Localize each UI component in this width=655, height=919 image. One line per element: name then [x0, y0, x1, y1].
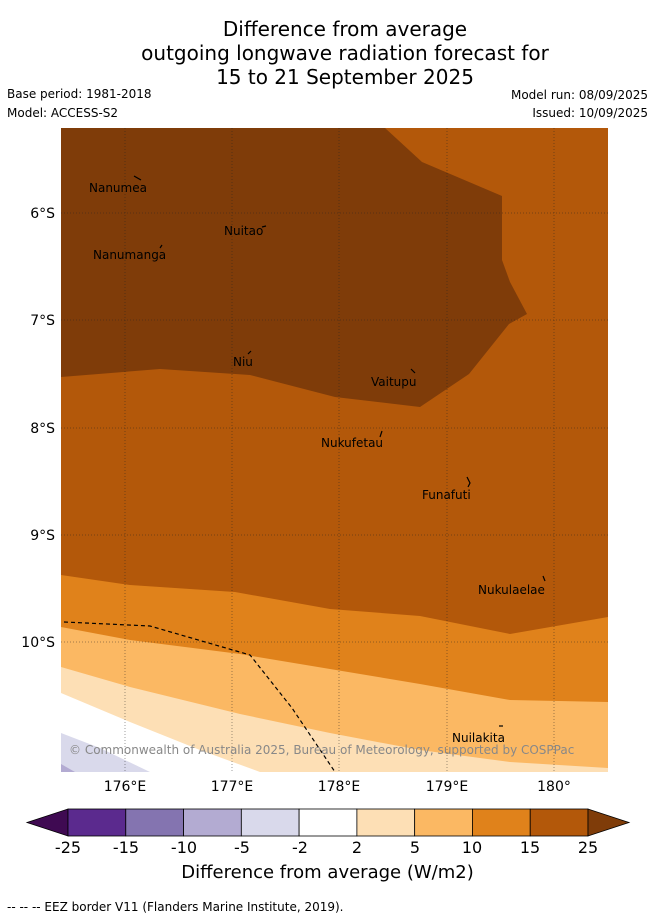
title-line-1: Difference from average [222, 17, 468, 41]
lat-label: 10°S [21, 635, 55, 651]
colorbar-arrow-high [587, 808, 631, 837]
colorbar [25, 808, 631, 837]
longitude-labels: 176°E 177°E 178°E 179°E 180° [104, 779, 571, 795]
colorbar-tick: 15 [520, 838, 540, 857]
colorbar-labels: -25 -15 -10 -5 -2 2 5 10 15 25 [55, 838, 598, 857]
colorbar-segment [67, 808, 127, 837]
band-minus2-2 [61, 693, 260, 772]
place-nanumanga: Nanumanga [93, 248, 166, 262]
colorbar-segment [298, 808, 358, 837]
colorbar-segment [414, 808, 473, 837]
place-labels: Nanumea Nuitao Nanumanga Niu Vaitupu Nuk… [89, 181, 545, 745]
colorbar-segment [183, 808, 242, 837]
lat-label: 8°S [30, 421, 55, 437]
lat-label: 6°S [30, 206, 55, 222]
colorbar-tick: -10 [171, 838, 197, 857]
lat-label: 9°S [30, 528, 55, 544]
colorbar-segment [529, 808, 589, 837]
place-nuitao: Nuitao [224, 224, 263, 238]
place-niu: Niu [233, 355, 253, 369]
lat-label: 7°S [30, 313, 55, 329]
lon-label: 176°E [104, 779, 147, 795]
colorbar-tick: 25 [578, 838, 598, 857]
base-period: Base period: 1981-2018 [7, 87, 152, 101]
colorbar-title: Difference from average (W/m2) [181, 862, 474, 883]
colorbar-arrow-low [25, 808, 69, 837]
place-nukufetau: Nukufetau [321, 436, 383, 450]
model-name: Model: ACCESS-S2 [7, 106, 119, 120]
place-nuilakita: Nuilakita [452, 731, 505, 745]
colorbar-tick: 2 [352, 838, 362, 857]
island-shapes [133, 175, 546, 727]
place-nukulaelae: Nukulaelae [478, 583, 545, 597]
issued-date: Issued: 10/09/2025 [532, 106, 648, 120]
model-run: Model run: 08/09/2025 [510, 88, 648, 102]
colorbar-tick: -15 [113, 838, 139, 857]
title-line-2: outgoing longwave radiation forecast for [141, 41, 549, 65]
forecast-map: Nanumea Nuitao Nanumanga Niu Vaitupu Nuk… [61, 128, 608, 772]
band-2-5 [61, 667, 608, 772]
colorbar-tick: -25 [55, 838, 81, 857]
title-line-3: 15 to 21 September 2025 [216, 65, 474, 89]
eez-legend-footer: -- -- -- EEZ border V11 (Flanders Marine… [7, 900, 344, 914]
colorbar-tick: 5 [410, 838, 420, 857]
grid-lines [61, 128, 608, 772]
place-vaitupu: Vaitupu [371, 375, 417, 389]
lon-label: 178°E [318, 779, 361, 795]
colorbar-tick: -5 [234, 838, 250, 857]
colorbar-tick: 10 [462, 838, 482, 857]
colorbar-segment [356, 808, 416, 837]
place-funafuti: Funafuti [422, 488, 471, 502]
colorbar-tick: -2 [292, 838, 308, 857]
copyright-notice: © Commonwealth of Australia 2025, Bureau… [69, 743, 574, 757]
colorbar-segment [472, 808, 531, 837]
band-minus10-minus5 [61, 764, 75, 772]
lon-label: 179°E [426, 779, 469, 795]
colorbar-segment [240, 808, 300, 837]
eez-border [63, 621, 336, 772]
lon-label: 177°E [211, 779, 254, 795]
latitude-labels: 6°S 7°S 8°S 9°S 10°S [21, 206, 55, 651]
map-title: Difference from average outgoing longwav… [0, 17, 655, 89]
colorbar-segment [125, 808, 184, 837]
band-over-25 [61, 128, 527, 407]
band-minus5-minus2 [61, 733, 150, 772]
place-nanumea: Nanumea [89, 181, 147, 195]
lon-label: 180° [537, 779, 571, 795]
